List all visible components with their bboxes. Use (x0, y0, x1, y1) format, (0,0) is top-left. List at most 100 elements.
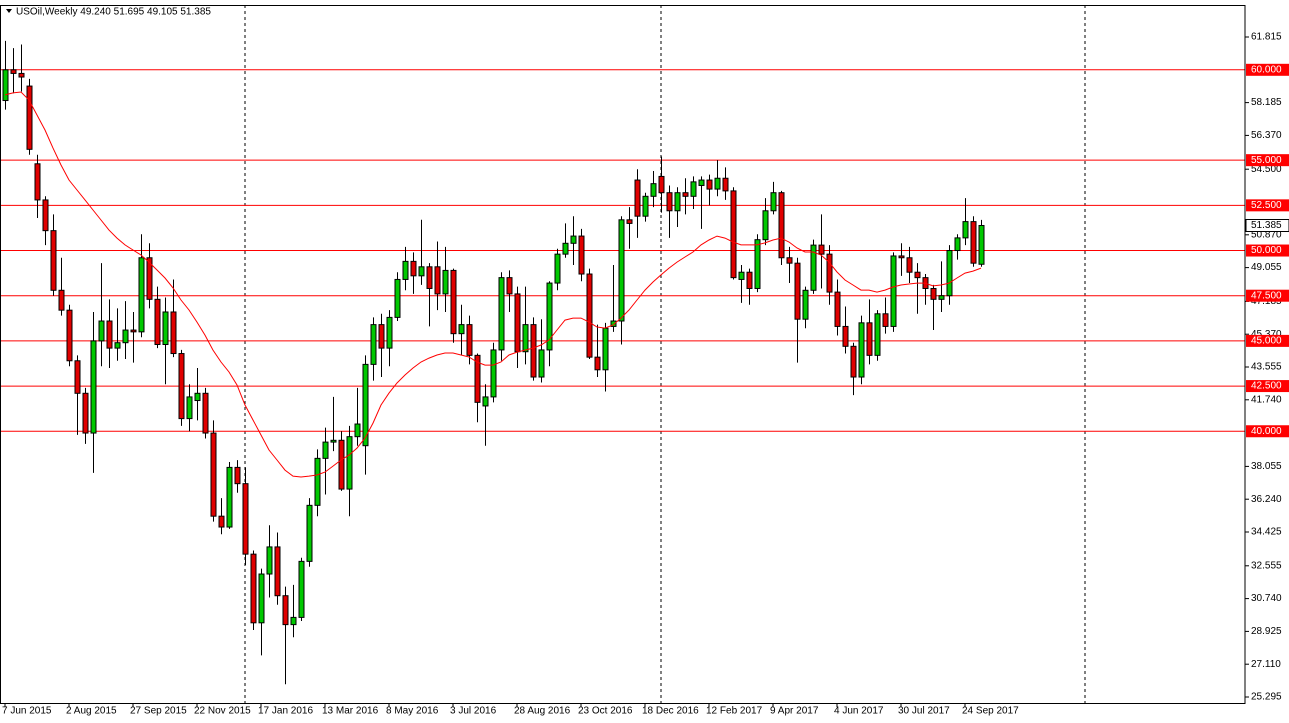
candle-body (266, 546, 273, 575)
level-label: 45.000 (1251, 336, 1282, 347)
candle-body (314, 457, 321, 506)
candle-body (714, 177, 721, 190)
candle-body (362, 363, 369, 447)
candle-body (426, 266, 433, 289)
candle-body (370, 324, 377, 365)
candles (2, 40, 985, 685)
candle-body (34, 163, 41, 201)
chart-title: USOil,Weekly 49.240 51.695 49.105 51.385 (16, 7, 211, 18)
level-label-bg (1246, 380, 1289, 393)
level-label: 55.000 (1251, 155, 1282, 166)
x-tick-label: 3 Jul 2016 (450, 706, 497, 717)
candle-body (410, 260, 417, 277)
candle-body (106, 320, 113, 349)
candle-body (698, 179, 705, 186)
level-label-bg (1246, 425, 1289, 438)
title-arrow (6, 9, 12, 13)
candle-body (778, 192, 785, 259)
candle-body (914, 271, 921, 279)
candle-body (130, 329, 137, 333)
candle-body (450, 269, 457, 335)
candle-body (178, 353, 185, 420)
y-tick-label: 27.110 (1251, 659, 1281, 670)
y-tick-label: 32.555 (1251, 560, 1282, 571)
level-label-bg (1246, 154, 1289, 167)
candle-body (290, 616, 297, 626)
candle-body (938, 295, 945, 300)
candle-body (474, 354, 481, 403)
x-tick-label: 9 Apr 2017 (770, 706, 819, 717)
x-tick-label: 2 Aug 2015 (66, 706, 117, 717)
candle-body (146, 257, 153, 300)
candle-body (898, 255, 905, 259)
level-label-bg (1246, 334, 1289, 347)
price-label: 51.385 (1251, 220, 1282, 231)
candle-body (162, 311, 169, 346)
candle-body (650, 183, 657, 197)
candle-body (818, 244, 825, 255)
candle-body (338, 439, 345, 490)
y-tick-label: 49.055 (1251, 262, 1282, 273)
y-tick-label: 43.555 (1251, 362, 1282, 373)
candle-body (378, 324, 385, 349)
candle-body (738, 271, 745, 280)
moving-average (4, 91, 982, 478)
candle-body (26, 85, 33, 150)
candle-body (786, 257, 793, 264)
candle-body (762, 210, 769, 241)
x-tick-label: 22 Nov 2015 (194, 706, 251, 717)
candle-body (386, 316, 393, 349)
candle-body (186, 396, 193, 420)
candle-body (794, 262, 801, 320)
candle-body (930, 287, 937, 300)
x-tick-label: 12 Feb 2017 (706, 706, 763, 717)
candle-body (50, 230, 57, 291)
candle-body (666, 192, 673, 212)
candle-body (746, 271, 753, 289)
candle-body (578, 235, 585, 275)
candle-body (274, 546, 281, 597)
candle-body (74, 360, 81, 394)
candle-body (506, 277, 513, 295)
candle-body (754, 239, 761, 289)
candle-body (66, 309, 73, 362)
candle-body (554, 253, 561, 284)
candle-body (770, 192, 777, 212)
candle-body (970, 221, 977, 264)
y-tick-label: 56.370 (1251, 130, 1282, 141)
candle-body (58, 289, 65, 311)
candle-body (618, 219, 625, 322)
candle-body (530, 324, 537, 378)
level-label: 40.000 (1251, 426, 1282, 437)
candle-body (826, 253, 833, 293)
y-tick-label: 34.425 (1251, 527, 1282, 538)
candle-body (202, 392, 209, 434)
candle-body (346, 436, 353, 490)
y-tick-label: 30.740 (1251, 593, 1282, 604)
candle-body (586, 273, 593, 358)
level-label-bg (1246, 289, 1289, 302)
level-label-bg (1246, 244, 1289, 257)
candle-body (258, 573, 265, 624)
level-label-bg (1246, 199, 1289, 212)
candle-body (674, 192, 681, 212)
candle-body (354, 423, 361, 438)
candle-body (850, 345, 857, 378)
candle-body (962, 221, 969, 239)
y-tick-label: 25.295 (1251, 692, 1282, 703)
candle-body (906, 257, 913, 273)
candle-body (114, 342, 121, 349)
candle-body (234, 466, 241, 485)
x-tick-label: 13 Mar 2016 (322, 706, 379, 717)
candle-body (802, 289, 809, 320)
x-tick-label: 8 May 2016 (386, 706, 439, 717)
candle-body (194, 392, 201, 402)
y-tick-label: 45.370 (1251, 329, 1282, 340)
x-tick-label: 23 Oct 2016 (578, 706, 633, 717)
x-tick-label: 28 Aug 2016 (514, 706, 571, 717)
candle-body (90, 340, 97, 434)
candle-body (610, 320, 617, 327)
candle-body (498, 277, 505, 351)
